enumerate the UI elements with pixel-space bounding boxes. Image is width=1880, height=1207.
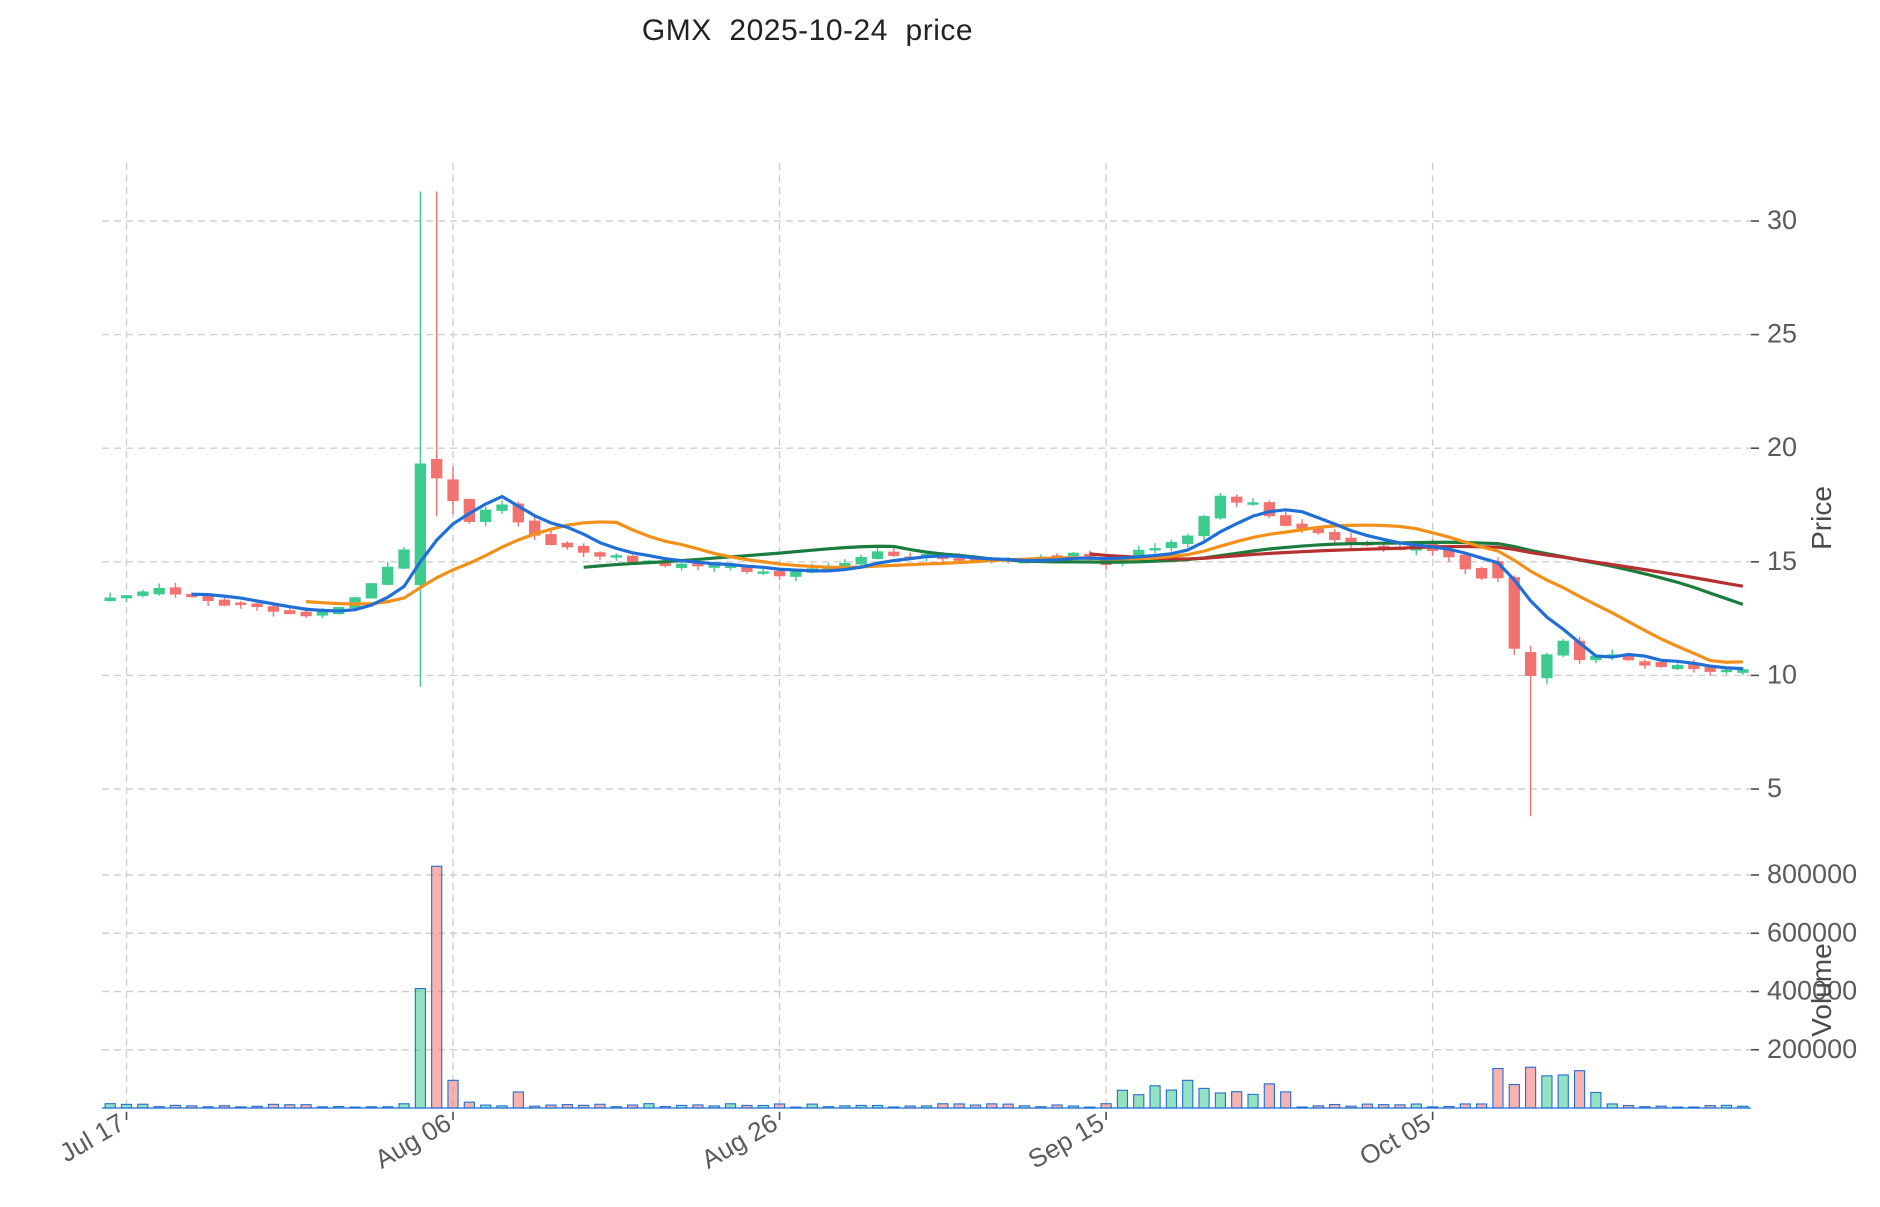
svg-text:15: 15 <box>1767 546 1797 576</box>
svg-text:5: 5 <box>1767 773 1782 803</box>
svg-text:Price: Price <box>1806 486 1837 550</box>
svg-text:600000: 600000 <box>1767 917 1857 947</box>
svg-text:Aug 26: Aug 26 <box>696 1107 782 1174</box>
svg-text:25: 25 <box>1767 319 1797 349</box>
svg-text:Sep 15: Sep 15 <box>1023 1107 1109 1174</box>
svg-text:Jul 17: Jul 17 <box>54 1107 129 1168</box>
svg-text:20: 20 <box>1767 432 1797 462</box>
svg-text:10: 10 <box>1767 659 1797 689</box>
svg-text:30: 30 <box>1767 205 1797 235</box>
svg-text:Oct 05: Oct 05 <box>1354 1107 1435 1171</box>
svg-text:Aug 06: Aug 06 <box>370 1107 456 1174</box>
svg-text:200000: 200000 <box>1767 1034 1857 1064</box>
svg-text:Volume: Volume <box>1806 943 1837 1036</box>
svg-text:800000: 800000 <box>1767 859 1857 889</box>
